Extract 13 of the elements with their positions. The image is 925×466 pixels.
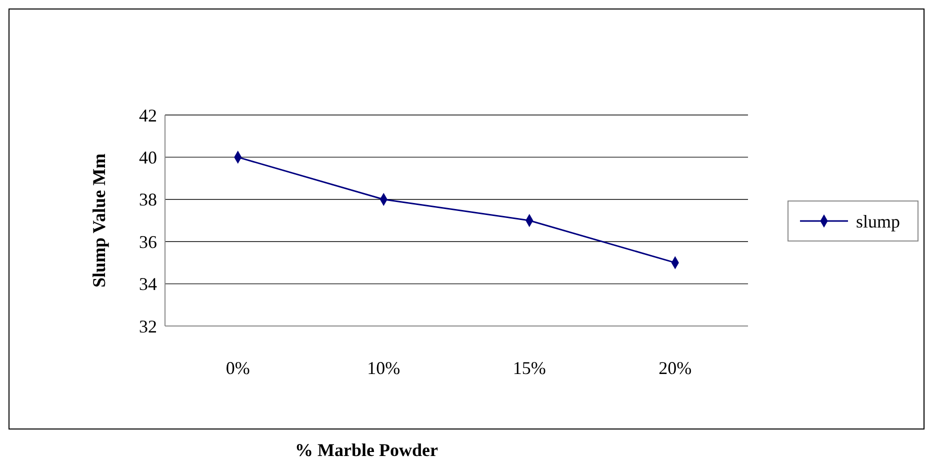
legend-label: slump [856,211,900,232]
y-tick-label: 40 [139,148,157,168]
x-tick-label: 15% [512,358,546,378]
x-axis-title: % Marble Powder [295,440,438,460]
y-tick-label: 38 [139,190,157,210]
x-tick-label: 0% [226,358,250,378]
x-tick-label: 10% [367,358,400,378]
y-tick-label: 42 [139,105,157,126]
y-tick-label: 32 [139,316,157,336]
y-axis-title: Slump Value Mm [89,153,109,288]
y-tick-label: 36 [139,232,157,252]
x-tick-label: 20% [658,358,692,378]
y-tick-label: 34 [139,274,157,294]
